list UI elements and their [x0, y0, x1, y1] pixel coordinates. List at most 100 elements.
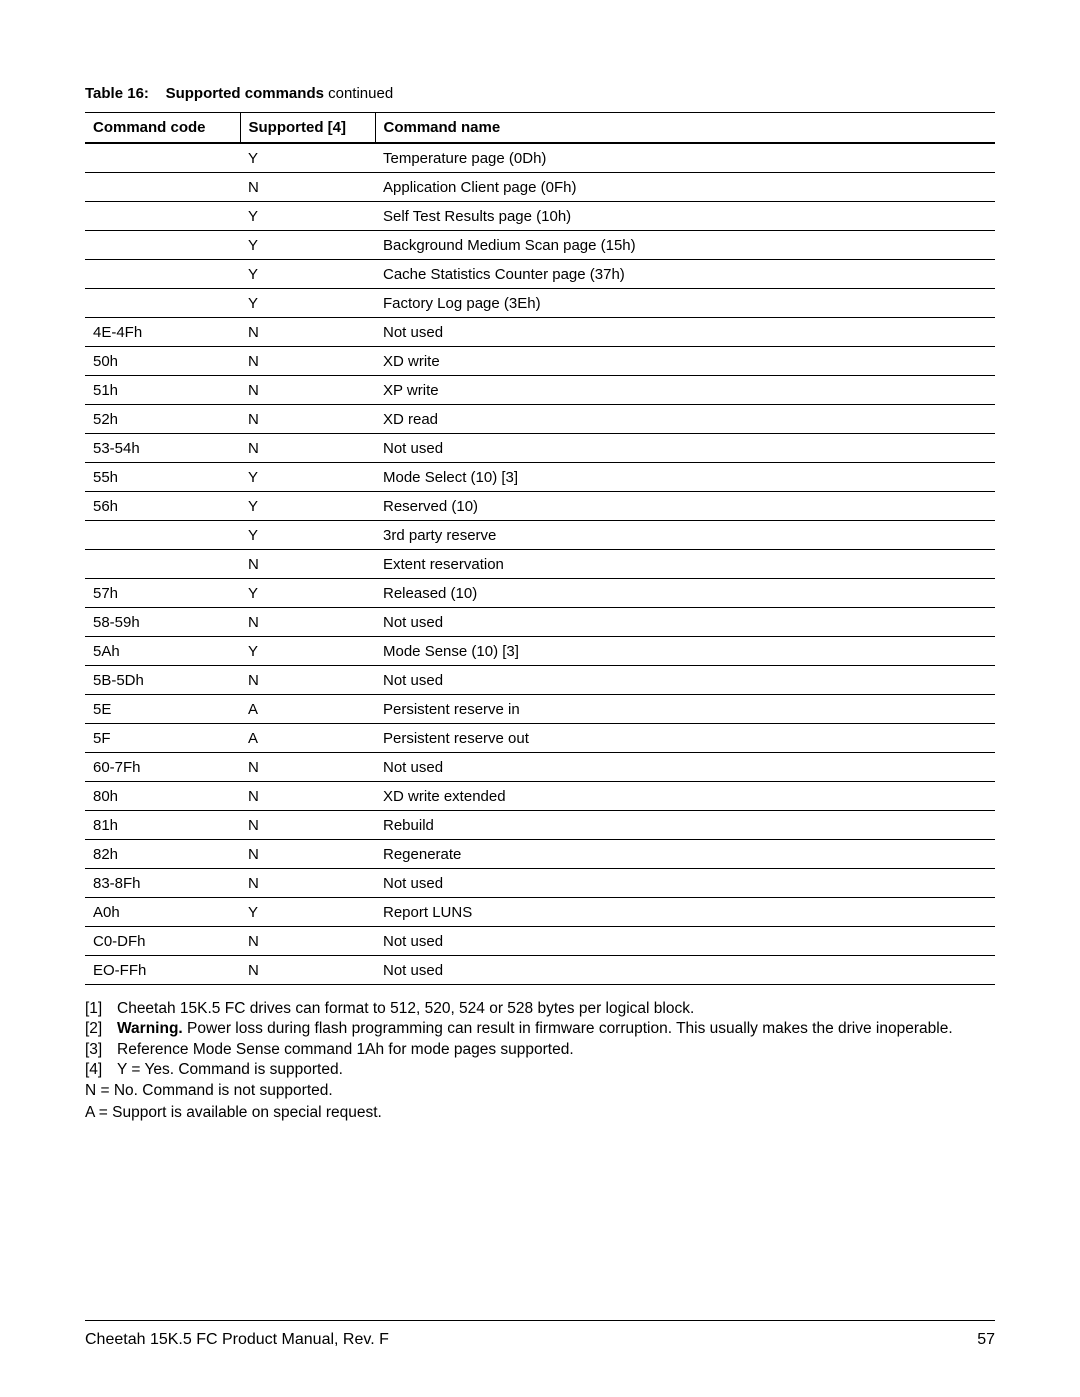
table-row: 60-7FhNNot used: [85, 753, 995, 782]
footnote-3: [3] Reference Mode Sense command 1Ah for…: [85, 1040, 995, 1060]
cell-command-code: 5B-5Dh: [85, 666, 240, 695]
table-row: NApplication Client page (0Fh): [85, 173, 995, 202]
table-row: 4E-4FhNNot used: [85, 318, 995, 347]
cell-command-code: 82h: [85, 840, 240, 869]
cell-command-code: 5Ah: [85, 637, 240, 666]
cell-command-code: 83-8Fh: [85, 869, 240, 898]
table-row: 5EAPersistent reserve in: [85, 695, 995, 724]
cell-command-name: Not used: [375, 869, 995, 898]
table-number: Table 16:: [85, 85, 149, 102]
cell-supported: Y: [240, 637, 375, 666]
cell-supported: Y: [240, 260, 375, 289]
cell-supported: N: [240, 318, 375, 347]
cell-command-name: XD read: [375, 405, 995, 434]
cell-command-name: XD write: [375, 347, 995, 376]
cell-supported: A: [240, 695, 375, 724]
cell-command-name: Self Test Results page (10h): [375, 202, 995, 231]
cell-command-code: A0h: [85, 898, 240, 927]
table-row: EO-FFhNNot used: [85, 956, 995, 985]
footnote-num: [2]: [85, 1019, 117, 1039]
cell-command-name: Application Client page (0Fh): [375, 173, 995, 202]
cell-command-name: Not used: [375, 318, 995, 347]
table-row: NExtent reservation: [85, 550, 995, 579]
cell-command-code: 52h: [85, 405, 240, 434]
cell-command-name: Report LUNS: [375, 898, 995, 927]
table-row: C0-DFhNNot used: [85, 927, 995, 956]
cell-command-code: 57h: [85, 579, 240, 608]
footnote-text: Reference Mode Sense command 1Ah for mod…: [117, 1040, 995, 1060]
cell-command-name: XP write: [375, 376, 995, 405]
cell-supported: Y: [240, 143, 375, 173]
cell-command-name: Factory Log page (3Eh): [375, 289, 995, 318]
cell-supported: N: [240, 927, 375, 956]
cell-command-name: Reserved (10): [375, 492, 995, 521]
footnote-num: [3]: [85, 1040, 117, 1060]
footnote-num: [1]: [85, 999, 117, 1019]
table-row: YBackground Medium Scan page (15h): [85, 231, 995, 260]
cell-supported: N: [240, 782, 375, 811]
table-name: Supported commands: [166, 85, 324, 102]
header-command-name: Command name: [375, 113, 995, 144]
footnote-text: Cheetah 15K.5 FC drives can format to 51…: [117, 999, 995, 1019]
cell-command-name: Not used: [375, 956, 995, 985]
table-row: 5AhYMode Sense (10) [3]: [85, 637, 995, 666]
table-row: A0hYReport LUNS: [85, 898, 995, 927]
footnote-2: [2] Warning. Power loss during flash pro…: [85, 1019, 995, 1039]
cell-command-code: 5E: [85, 695, 240, 724]
table-row: 52hNXD read: [85, 405, 995, 434]
table-row: Y3rd party reserve: [85, 521, 995, 550]
table-row: YFactory Log page (3Eh): [85, 289, 995, 318]
footnote-4: [4] Y = Yes. Command is supported.: [85, 1060, 995, 1080]
table-row: 50hNXD write: [85, 347, 995, 376]
cell-command-name: Not used: [375, 927, 995, 956]
table-title: Table 16: Supported commands continued: [85, 85, 995, 102]
cell-command-code: 5F: [85, 724, 240, 753]
table-row: YTemperature page (0Dh): [85, 143, 995, 173]
cell-supported: N: [240, 347, 375, 376]
cell-command-code: C0-DFh: [85, 927, 240, 956]
cell-command-name: Not used: [375, 753, 995, 782]
table-row: 55hYMode Select (10) [3]: [85, 463, 995, 492]
table-row: 80hNXD write extended: [85, 782, 995, 811]
cell-supported: N: [240, 376, 375, 405]
page-footer: Cheetah 15K.5 FC Product Manual, Rev. F …: [85, 1331, 995, 1349]
cell-command-name: Released (10): [375, 579, 995, 608]
cell-command-name: Persistent reserve in: [375, 695, 995, 724]
cell-supported: N: [240, 666, 375, 695]
cell-command-code: [85, 143, 240, 173]
table-row: 51hNXP write: [85, 376, 995, 405]
cell-command-code: 53-54h: [85, 434, 240, 463]
footnote-text: Warning. Power loss during flash program…: [117, 1019, 995, 1039]
table-row: 57hYReleased (10): [85, 579, 995, 608]
cell-command-code: [85, 289, 240, 318]
warning-text: Power loss during flash programming can …: [183, 1020, 953, 1037]
cell-supported: N: [240, 811, 375, 840]
cell-command-name: Regenerate: [375, 840, 995, 869]
footnote-4c: A = Support is available on special requ…: [85, 1103, 995, 1123]
cell-supported: N: [240, 173, 375, 202]
cell-command-code: 56h: [85, 492, 240, 521]
footer-doc-title: Cheetah 15K.5 FC Product Manual, Rev. F: [85, 1331, 389, 1349]
header-supported: Supported [4]: [240, 113, 375, 144]
cell-supported: Y: [240, 202, 375, 231]
footer-page-number: 57: [977, 1331, 995, 1349]
footnote-4b: N = No. Command is not supported.: [85, 1081, 995, 1101]
cell-command-code: 51h: [85, 376, 240, 405]
cell-command-code: 4E-4Fh: [85, 318, 240, 347]
cell-command-code: 60-7Fh: [85, 753, 240, 782]
cell-command-name: Not used: [375, 434, 995, 463]
cell-supported: N: [240, 869, 375, 898]
cell-command-code: [85, 173, 240, 202]
cell-supported: N: [240, 434, 375, 463]
cell-command-name: Extent reservation: [375, 550, 995, 579]
cell-command-name: Mode Sense (10) [3]: [375, 637, 995, 666]
footnotes: [1] Cheetah 15K.5 FC drives can format t…: [85, 999, 995, 1124]
cell-command-name: Rebuild: [375, 811, 995, 840]
cell-command-code: [85, 521, 240, 550]
cell-supported: A: [240, 724, 375, 753]
cell-command-name: Not used: [375, 608, 995, 637]
cell-command-code: 58-59h: [85, 608, 240, 637]
cell-supported: Y: [240, 898, 375, 927]
cell-supported: N: [240, 608, 375, 637]
cell-command-name: Mode Select (10) [3]: [375, 463, 995, 492]
